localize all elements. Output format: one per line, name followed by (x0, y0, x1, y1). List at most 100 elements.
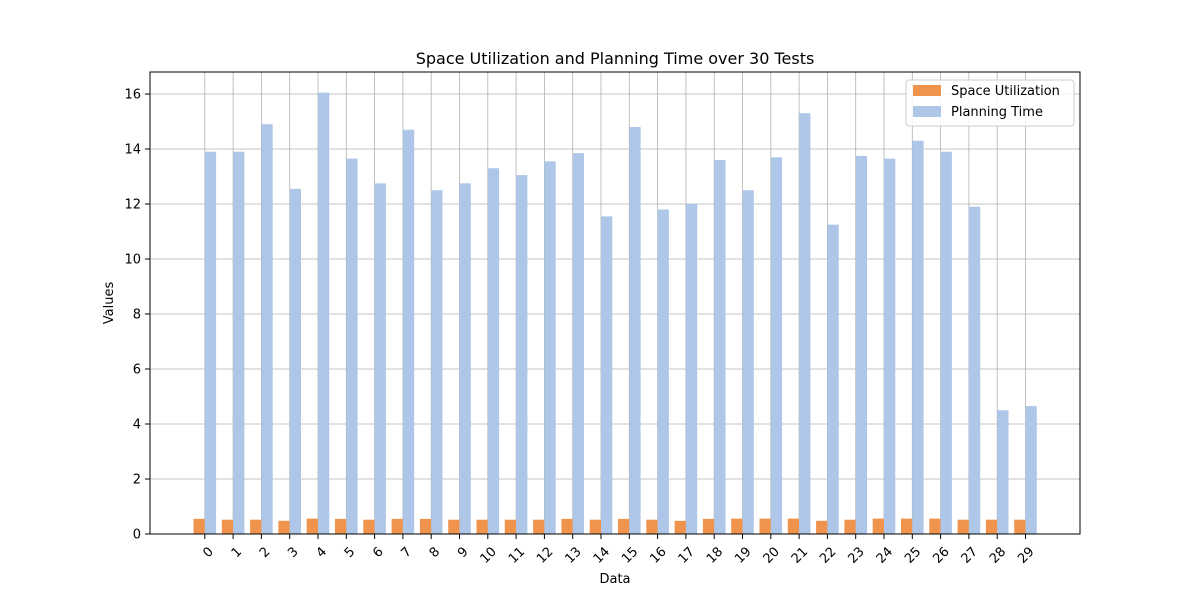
legend-swatch-space-utilization (913, 85, 941, 96)
x-tick-label-13: 13 (562, 544, 584, 566)
legend-swatch-planning-time (913, 106, 941, 117)
bar-space-utilization-21 (787, 518, 800, 534)
x-tick-label-28: 28 (987, 544, 1009, 566)
bar-space-utilization-11 (504, 519, 517, 534)
bar-space-utilization-29 (1014, 519, 1026, 534)
bar-planning-time-17 (685, 204, 698, 534)
bar-planning-time-0 (204, 151, 217, 534)
bar-planning-time-13 (572, 153, 584, 534)
bar-space-utilization-6 (363, 519, 375, 534)
bar-space-utilization-14 (589, 519, 601, 534)
bar-space-utilization-9 (448, 519, 460, 534)
x-tick-label-10: 10 (478, 544, 500, 566)
x-tick-label-11: 11 (506, 544, 528, 566)
bar-planning-time-27 (968, 206, 981, 534)
x-tick-label-29: 29 (1015, 544, 1037, 566)
legend-label-space-utilization: Space Utilization (951, 84, 1060, 99)
bar-space-utilization-1 (221, 519, 234, 534)
bar-planning-time-25 (912, 140, 924, 534)
y-tick-label-1: 2 (133, 473, 141, 488)
bar-space-utilization-25 (901, 518, 913, 534)
y-tick-label-3: 6 (133, 363, 141, 378)
x-tick-label-7: 7 (398, 544, 414, 560)
bar-space-utilization-12 (533, 519, 545, 534)
bar-planning-time-6 (374, 183, 386, 534)
x-tick-label-4: 4 (314, 544, 330, 560)
x-tick-label-24: 24 (874, 544, 896, 566)
legend-box (905, 79, 1075, 127)
bar-space-utilization-28 (985, 519, 998, 534)
y-tick-label-5: 10 (124, 253, 141, 268)
bar-space-utilization-13 (561, 518, 573, 534)
x-tick-label-25: 25 (902, 544, 924, 566)
plot-frame (149, 71, 1081, 535)
bar-space-utilization-27 (957, 519, 969, 534)
bar-planning-time-22 (827, 224, 839, 534)
x-tick-label-18: 18 (704, 544, 726, 566)
bar-planning-time-23 (855, 155, 867, 534)
legend: Space Utilization Planning Time (905, 79, 1075, 127)
y-tick-label-4: 8 (133, 308, 141, 323)
bar-space-utilization-26 (929, 518, 941, 534)
bar-space-utilization-22 (816, 520, 828, 534)
bar-planning-time-28 (997, 410, 1009, 534)
bar-space-utilization-24 (872, 518, 884, 534)
bar-space-utilization-19 (731, 518, 743, 534)
x-tick-label-12: 12 (534, 544, 556, 566)
x-tick-label-16: 16 (647, 544, 669, 566)
x-tick-label-0: 0 (200, 544, 216, 560)
y-tick-label-2: 4 (133, 418, 141, 433)
bar-space-utilization-23 (844, 519, 856, 534)
bar-space-utilization-2 (250, 519, 262, 534)
bar-planning-time-26 (940, 151, 952, 534)
bar-planning-time-2 (261, 124, 273, 534)
bar-space-utilization-15 (618, 518, 630, 534)
bar-space-utilization-7 (391, 518, 403, 534)
bar-planning-time-5 (346, 158, 358, 534)
x-tick-label-3: 3 (285, 544, 301, 560)
grid (150, 72, 1080, 535)
y-tick-label-6: 12 (124, 198, 141, 213)
bar-planning-time-9 (459, 183, 471, 534)
bar-space-utilization-16 (646, 519, 658, 534)
legend-label-planning-time: Planning Time (951, 105, 1043, 120)
x-tick-label-23: 23 (845, 544, 867, 566)
bar-planning-time-8 (431, 190, 443, 534)
y-tick-label-7: 14 (124, 143, 141, 158)
bar-space-utilization-18 (702, 518, 715, 534)
bar-space-utilization-8 (419, 518, 432, 534)
x-tick-label-15: 15 (619, 544, 641, 566)
y-axis: 0 2 4 6 8 10 12 14 16 (124, 88, 150, 543)
x-tick-label-14: 14 (591, 544, 613, 566)
bar-planning-time-12 (544, 161, 556, 534)
bar-planning-time-24 (884, 158, 896, 534)
bar-planning-time-7 (402, 129, 415, 534)
bars (193, 92, 1037, 534)
bar-space-utilization-0 (193, 518, 205, 534)
x-axis: 0 1 2 3 4 5 6 7 8 9 10 11 12 13 14 15 16 17 18 19 20 21 22 23 24… (200, 534, 1038, 567)
bar-space-utilization-17 (674, 520, 686, 534)
x-tick-label-26: 26 (930, 544, 952, 566)
bar-planning-time-18 (714, 160, 726, 534)
bar-planning-time-4 (318, 92, 330, 534)
bar-planning-time-14 (601, 216, 613, 534)
bar-planning-time-20 (770, 157, 783, 534)
bar-planning-time-29 (1025, 406, 1037, 534)
y-tick-label-8: 16 (124, 88, 141, 103)
x-tick-label-19: 19 (732, 544, 754, 566)
x-tick-label-20: 20 (761, 544, 783, 566)
x-tick-label-21: 21 (789, 544, 811, 566)
x-tick-label-17: 17 (676, 544, 698, 566)
bar-space-utilization-20 (759, 518, 771, 534)
bar-space-utilization-5 (335, 518, 347, 534)
bar-space-utilization-3 (278, 520, 290, 534)
x-tick-label-8: 8 (427, 544, 443, 560)
bar-planning-time-1 (233, 151, 245, 534)
bar-space-utilization-10 (476, 519, 488, 534)
bar-space-utilization-4 (306, 518, 318, 534)
bar-planning-time-11 (516, 175, 528, 534)
bar-planning-time-15 (629, 127, 641, 534)
bar-planning-time-16 (657, 209, 669, 534)
bar-planning-time-10 (487, 168, 500, 534)
